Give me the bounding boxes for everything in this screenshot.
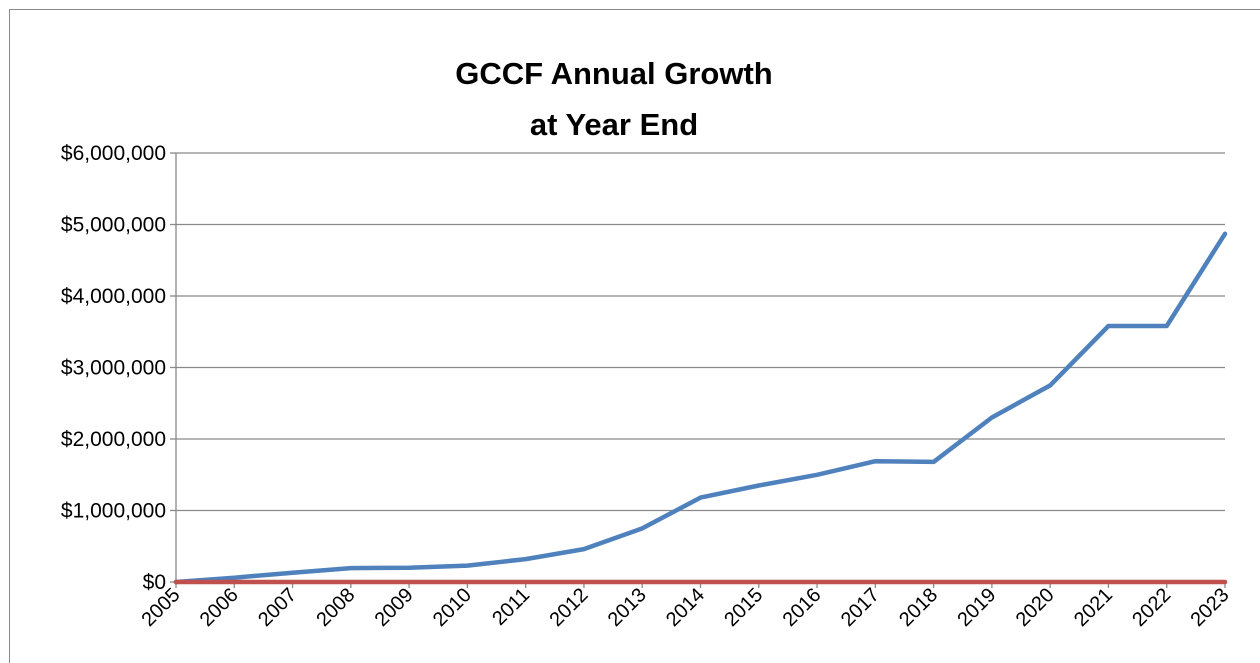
x-tick-label: 2012 [545,584,592,631]
y-tick-label: $0 [143,571,166,594]
series-lines [173,231,1228,585]
x-tick-label: 2011 [488,584,534,630]
x-tick-label: 2018 [895,584,942,631]
y-tick-label: $1,000,000 [61,500,166,523]
x-tick-label: 2015 [720,584,767,631]
x-tick-label: 2016 [779,584,826,631]
y-tick-label: $5,000,000 [61,214,166,237]
y-tick-label: $2,000,000 [61,428,166,451]
x-tick-label: 2014 [662,584,709,631]
x-tick-label: 2020 [1012,584,1059,631]
x-tick-label: 2013 [604,584,651,631]
y-axis-tick-labels: $0 $1,000,000 $2,000,000 $3,000,000 $4,000,0… [61,142,166,594]
chart-title-line-1: GCCF Annual Growth [455,56,772,91]
x-tick-label: 2023 [1187,584,1234,631]
x-tick-label: 2010 [429,584,476,631]
chart-title-line-2: at Year End [530,107,698,142]
y-tick-label: $3,000,000 [61,357,166,380]
y-tick-label: $6,000,000 [61,142,166,165]
x-tick-label: 2019 [953,584,1000,631]
y-tick-label: $4,000,000 [61,285,166,308]
chart-frame [9,9,1260,663]
x-tick-label: 2007 [254,584,301,631]
x-tick-label: 2021 [1070,584,1117,631]
x-tick-label: 2008 [312,584,359,631]
x-tick-label: 2006 [196,584,243,631]
x-tick-label: 2009 [371,584,418,631]
series-line-1 [173,231,1228,585]
chart-title: GCCF Annual Growth at Year End [455,56,772,142]
gridlines [176,152,1225,512]
x-tick-label: 2017 [837,584,884,631]
x-tick-label: 2022 [1128,584,1175,631]
x-axis-tick-labels: 2005 2006 2007 2008 2009 2010 2011 2012 2013 2014… [138,584,1234,631]
